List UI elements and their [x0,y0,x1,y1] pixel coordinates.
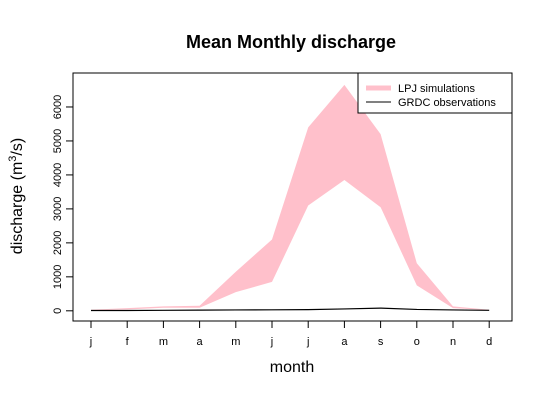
series-bands [91,84,490,311]
series-lines [91,307,490,312]
band-0 [91,84,490,311]
y-tick-label: 6000 [52,95,64,119]
y-tick-label: 1000 [52,265,64,289]
x-tick-label: j [270,336,273,348]
y-axis-title-sup: 3 [7,156,19,162]
y-tick-label: 2000 [52,231,64,255]
y-tick-label: 3000 [52,197,64,221]
y-tick-label: 0 [52,308,64,314]
plot-frame [72,72,513,322]
x-tick-label: j [306,336,309,348]
x-tick-label: a [197,336,204,348]
y-axis-title-end: /s) [9,138,26,156]
x-axis-title: month [270,359,314,376]
x-tick-label: o [414,336,420,348]
y-axis-title: discharge (m3/s) [7,138,26,254]
line-1 [91,307,490,312]
legend-label-band: LPJ simulations [398,83,476,95]
legend: LPJ simulations GRDC observations [357,72,513,114]
x-tick-label: m [231,336,240,348]
x-tick-label: f [126,336,130,348]
chart-title: Mean Monthly discharge [186,32,396,52]
y-axis-title-main: discharge (m [9,162,26,254]
legend-box [357,72,513,114]
x-tick-label: d [486,336,492,348]
legend-label-line: GRDC observations [398,97,496,109]
x-tick-label: s [378,336,384,348]
y-axis: 0 1000 2000 3000 4000 5000 6000 [52,95,73,314]
x-tick-label: m [159,336,168,348]
x-tick-label: a [341,336,348,348]
y-tick-label: 5000 [52,129,64,153]
x-tick-label: n [450,336,456,348]
y-tick-label: 4000 [52,163,64,187]
x-tick-label: j [89,336,92,348]
